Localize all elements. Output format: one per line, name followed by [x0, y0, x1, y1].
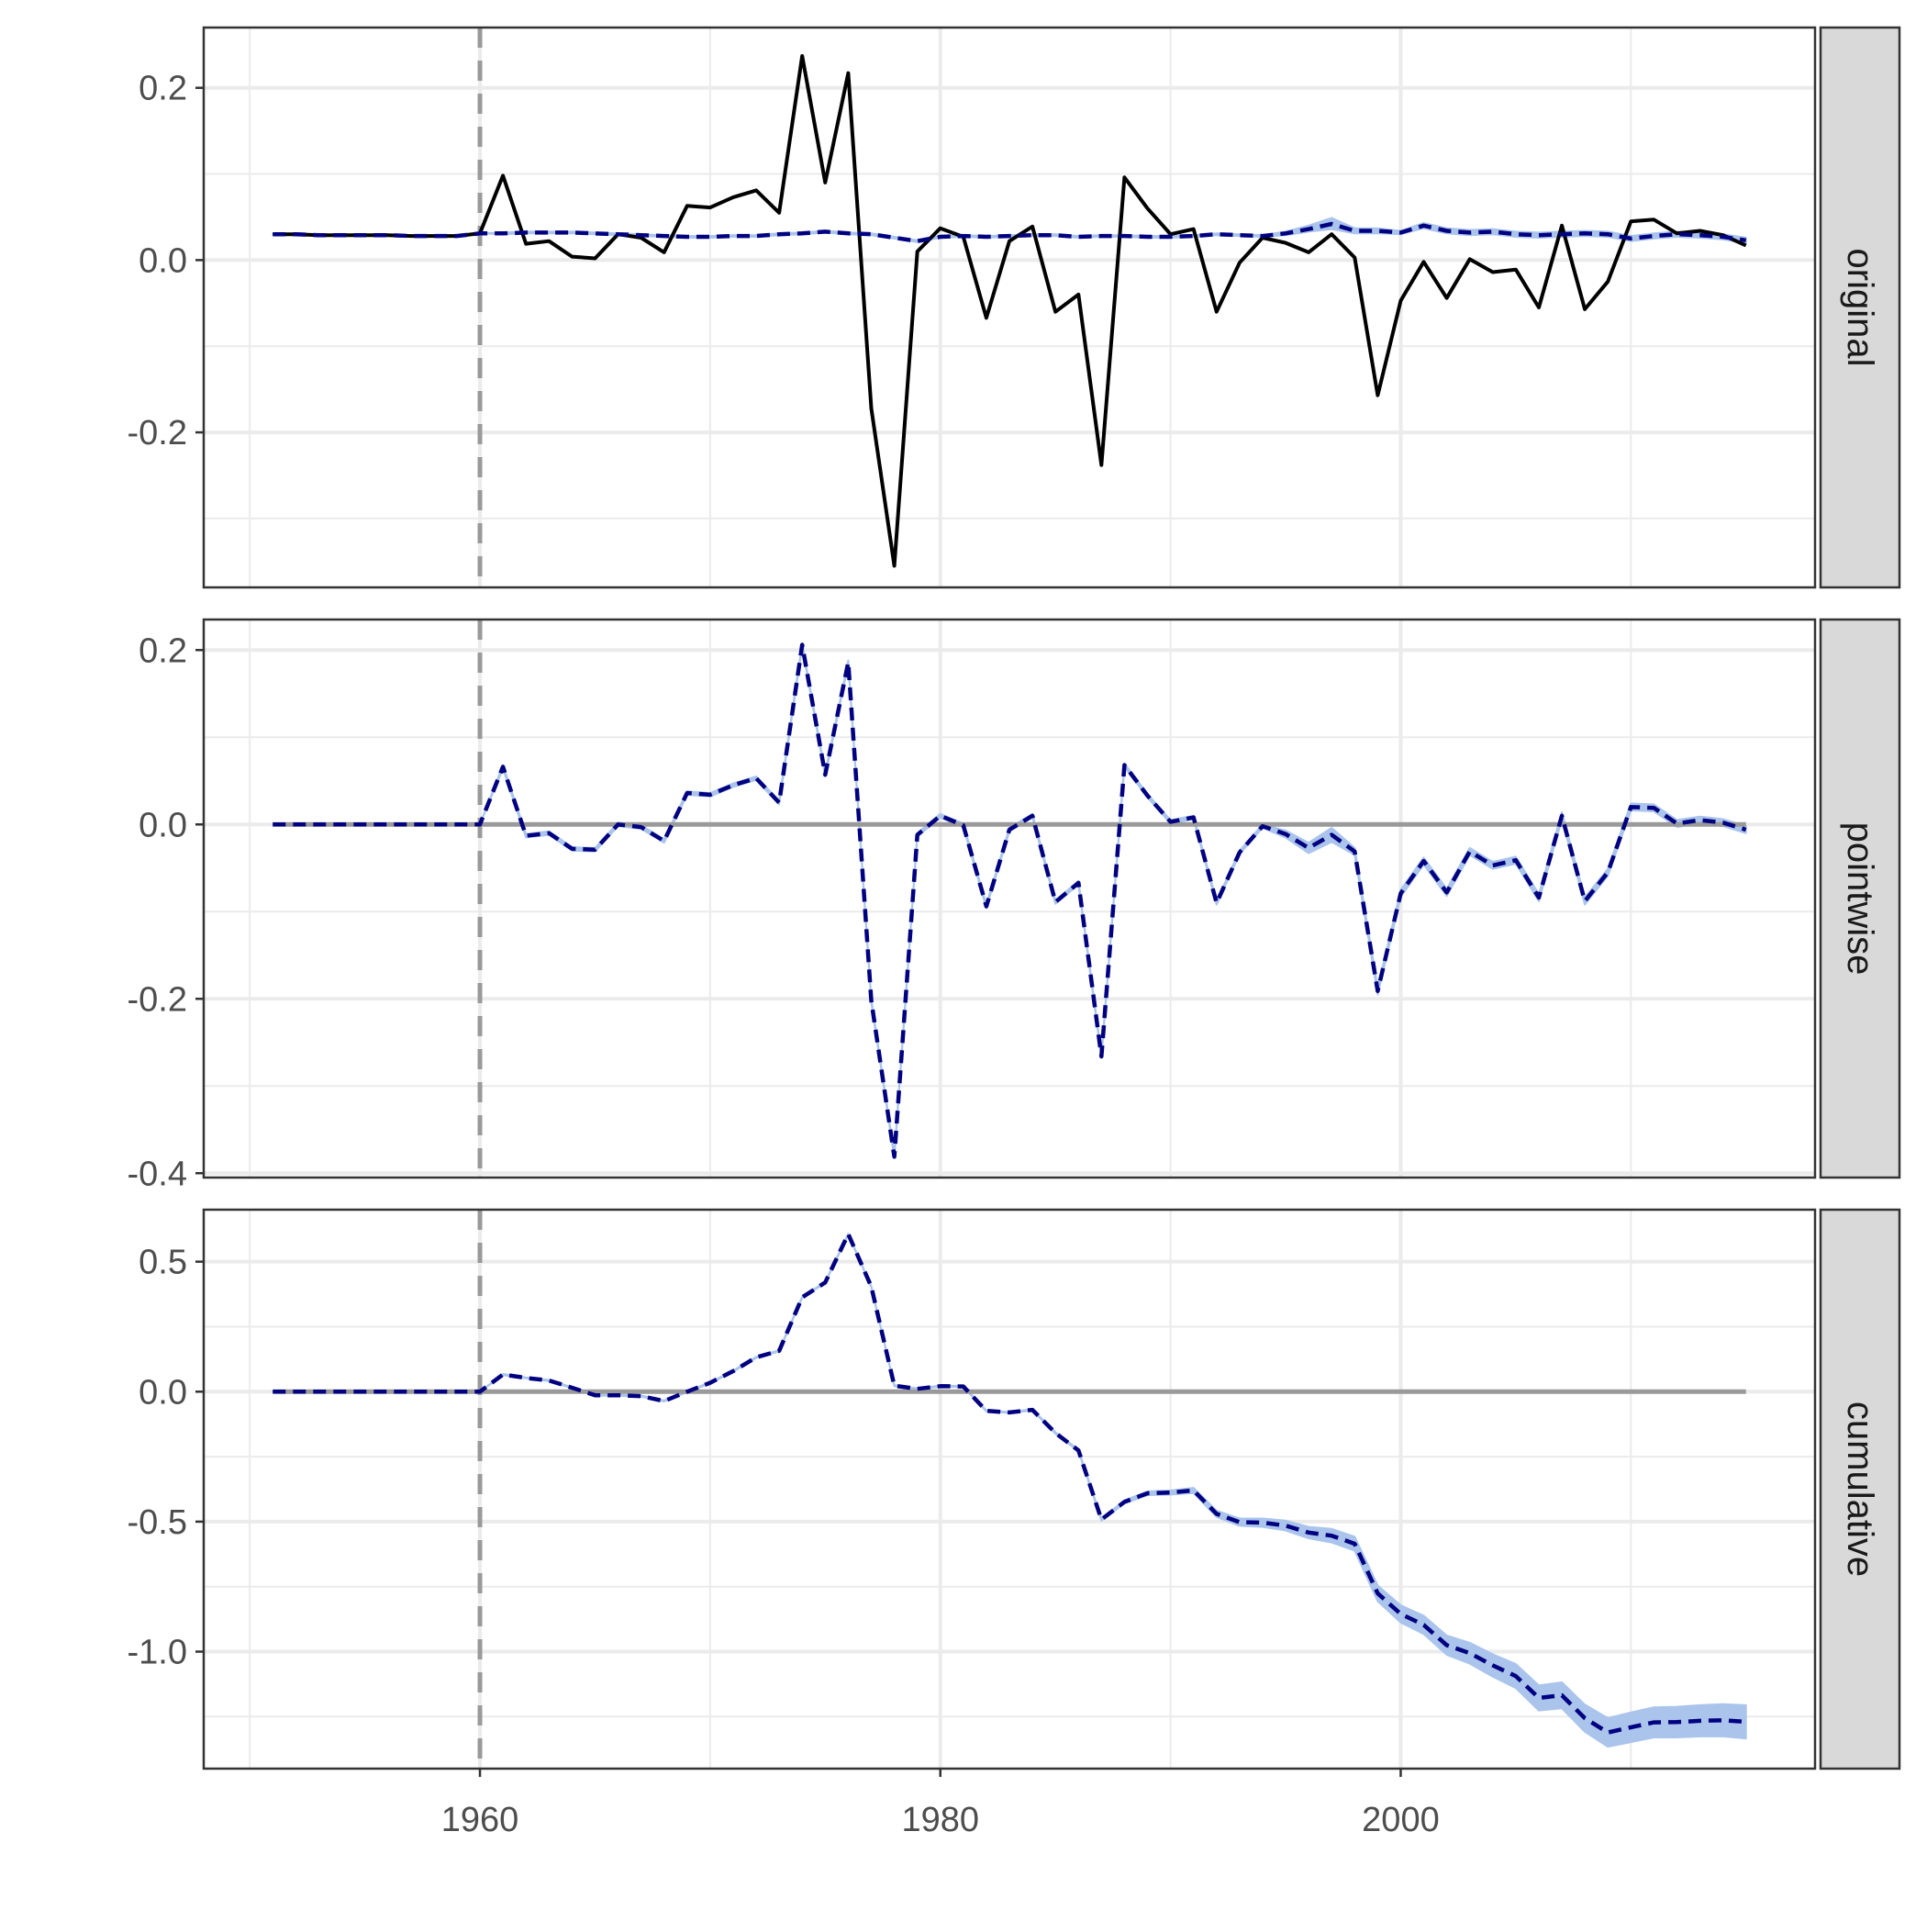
facet-strip	[1819, 26, 1901, 589]
effect-line	[273, 642, 1747, 1159]
panel-original: -0.2 0.0 0.2 original	[128, 26, 1901, 589]
panel-border	[202, 1208, 1817, 1770]
y-tick-label: -1.0	[128, 1634, 187, 1672]
y-tick-label: -0.2	[128, 980, 187, 1019]
panel-border	[202, 618, 1817, 1179]
x-tick-label: 1980	[901, 1801, 979, 1839]
y-tick-label: -0.4	[128, 1155, 187, 1193]
y-tick-label: 0.0	[139, 806, 187, 844]
facet-strip-label: cumulative	[1840, 1402, 1880, 1577]
observed-line	[273, 54, 1747, 568]
plot-data	[272, 1210, 1747, 1769]
plot-data	[272, 28, 1747, 587]
plot-data	[272, 620, 1747, 1178]
y-tick-label: 0.0	[139, 1373, 187, 1412]
facet-strip-label: pointwise	[1840, 822, 1880, 976]
facet-strip	[1819, 618, 1901, 1179]
effect-line	[273, 1232, 1746, 1735]
plot-background	[204, 1210, 1815, 1769]
y-tick-label: 0.5	[139, 1244, 187, 1282]
y-tick-label: -0.5	[128, 1503, 187, 1542]
y-tick-label: 0.2	[139, 631, 187, 670]
facet-strip	[1819, 1208, 1901, 1770]
plot-background	[204, 620, 1815, 1178]
plot-background	[204, 28, 1815, 587]
x-tick-label: 1960	[441, 1801, 519, 1839]
x-tick-label: 2000	[1362, 1801, 1440, 1839]
facet-strip-label: original	[1840, 249, 1880, 367]
y-tick-label: 0.0	[139, 241, 187, 280]
panel-cumulative: -1.0 -0.5 0.0 0.5 cumulative	[128, 1208, 1901, 1770]
panel-pointwise: -0.4 -0.2 0.0 0.2 pointwise	[128, 618, 1901, 1193]
y-tick-label: 0.2	[139, 70, 187, 108]
counterfactual-line	[273, 221, 1747, 243]
y-tick-label: -0.2	[128, 414, 187, 452]
panel-border	[202, 26, 1817, 589]
